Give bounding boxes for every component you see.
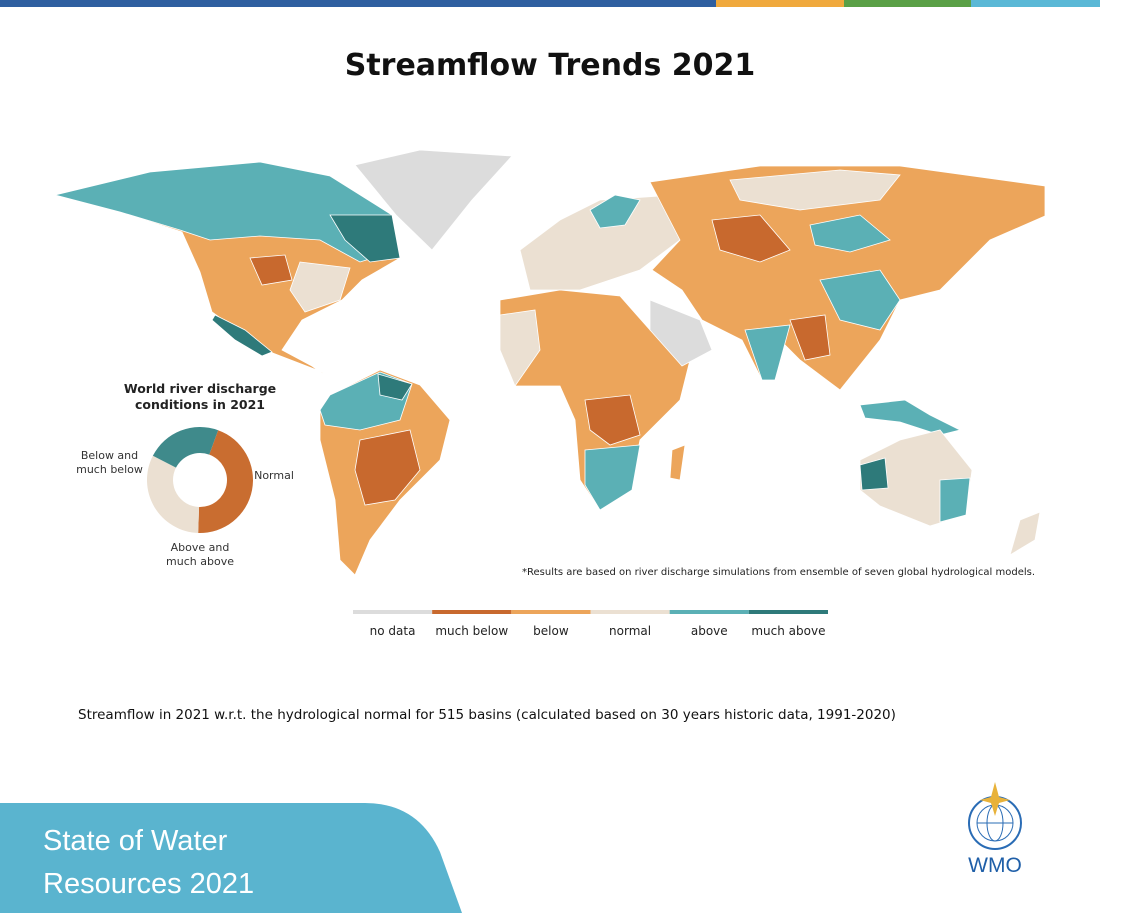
donut-label: Below and much below	[76, 449, 143, 476]
donut-label: Above and much above	[166, 541, 234, 568]
congo	[584, 394, 641, 446]
siberia-north	[729, 169, 901, 211]
footnote: *Results are based on river discharge si…	[522, 567, 1036, 578]
footer-band	[0, 803, 462, 913]
east-australia	[939, 477, 971, 523]
canada-east	[329, 214, 401, 263]
top-bar	[716, 0, 844, 7]
parana	[354, 429, 421, 506]
donut-segment	[198, 430, 254, 533]
mexico	[211, 314, 273, 357]
scandinavia	[589, 194, 641, 229]
footer-text: Resources 2021	[43, 868, 255, 900]
donut-title: World river discharge conditions in 2021	[123, 381, 277, 412]
us-east	[289, 261, 351, 313]
legend-swatch	[748, 610, 828, 614]
west-australia	[859, 457, 889, 491]
amazon-mouth	[377, 373, 413, 401]
legend-label: normal	[609, 624, 652, 638]
china	[819, 269, 901, 331]
logo-text: WMO	[968, 854, 1022, 877]
legend-swatch	[432, 610, 512, 614]
wmo-emblem	[968, 782, 1022, 850]
donut-label: Normal	[254, 469, 294, 482]
west-africa	[499, 309, 541, 387]
slide-title: Streamflow Trends 2021	[344, 48, 756, 83]
top-bar	[0, 0, 716, 7]
donut-segment	[146, 455, 200, 533]
footer-text: State of Water	[43, 825, 228, 857]
legend-label: above	[690, 624, 728, 638]
southern-africa	[584, 444, 641, 511]
greenland	[354, 149, 513, 251]
west-siberia	[711, 214, 791, 263]
legend-swatch	[669, 610, 749, 614]
top-bar	[844, 0, 971, 7]
donut-segment	[152, 426, 219, 468]
legend-label: no data	[369, 624, 416, 638]
east-asia	[809, 214, 891, 253]
indonesia	[859, 399, 962, 436]
legend-label: below	[533, 624, 569, 638]
legend-swatch	[590, 610, 670, 614]
madagascar	[669, 444, 686, 481]
top-bar	[971, 0, 1100, 7]
legend-label: much below	[435, 624, 509, 638]
india	[744, 324, 791, 381]
caption: Streamflow in 2021 w.r.t. the hydrologic…	[78, 707, 896, 723]
world-map	[54, 149, 1046, 576]
south-asia	[789, 314, 831, 361]
legend-swatch	[353, 610, 433, 614]
arabia	[649, 299, 713, 367]
canada-north	[54, 161, 399, 263]
legend-label: much above	[751, 624, 826, 638]
legend-swatch	[511, 610, 591, 614]
us-central	[249, 254, 293, 286]
new-zealand	[1009, 511, 1041, 556]
